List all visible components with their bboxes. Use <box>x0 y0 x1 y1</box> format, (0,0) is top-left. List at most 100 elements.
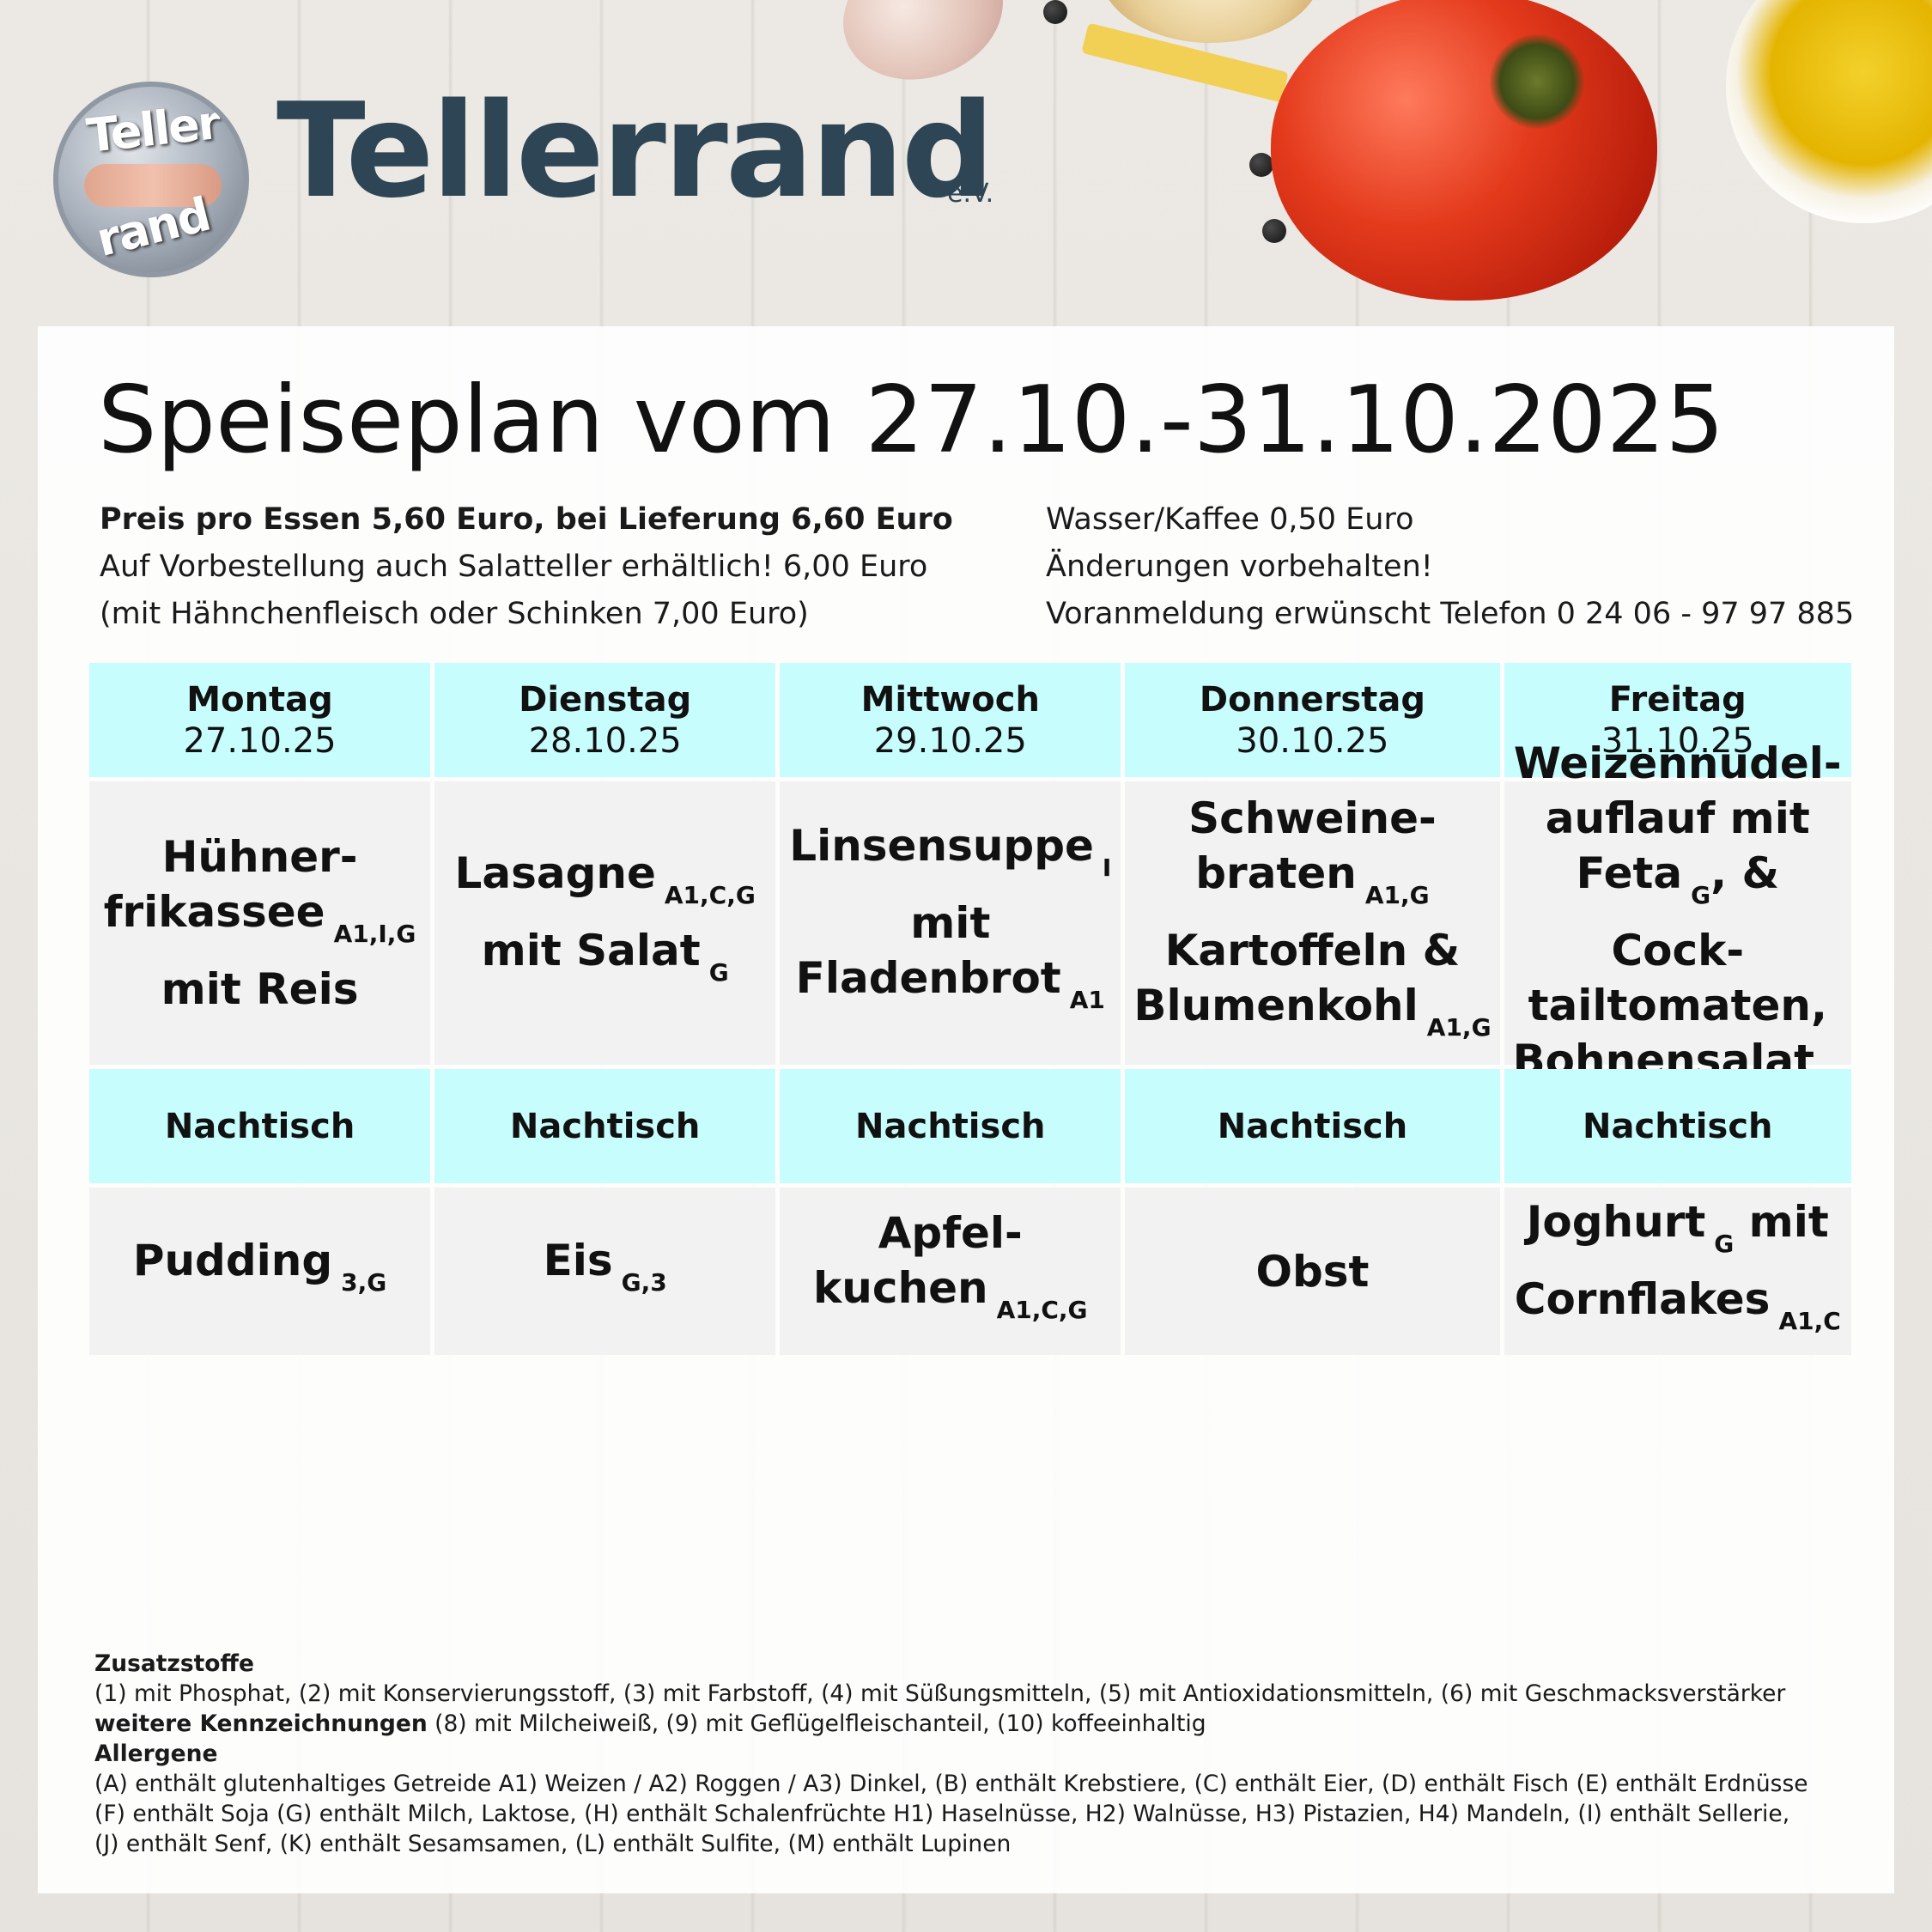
dish-line: Pudding 3,G <box>133 1233 386 1310</box>
dish-line: auflauf mit <box>1513 791 1843 846</box>
dish-line: mit <box>789 896 1111 951</box>
dish-name: Hühner- <box>161 832 358 882</box>
day-date: 31.10.25 <box>1601 720 1754 761</box>
allergen-code: A1,C,G <box>996 1295 1088 1324</box>
dish-name: auflauf mit <box>1545 793 1810 843</box>
logo-text-top: Teller <box>83 95 222 163</box>
dish-name: mit Reis <box>161 964 359 1014</box>
price-line: Preis pro Essen 5,60 Euro, bei Lieferung… <box>100 502 953 537</box>
menu-card: Speiseplan vom 27.10.-31.10.2025 Preis p… <box>38 326 1894 1893</box>
main-dish-cell: Hühner-frikassee A1,I,G mit Reis <box>89 781 431 1065</box>
salad-price-line: (mit Hähnchenfleisch oder Schinken 7,00 … <box>100 597 809 631</box>
dish-name: Blumenkohl <box>1133 981 1419 1030</box>
changes-note: Änderungen vorbehalten! <box>1046 550 1433 584</box>
dish-name: tailtomaten, <box>1528 981 1827 1030</box>
dish-name: mit Salat <box>481 926 701 975</box>
dish-line: mit Salat G <box>454 923 755 1000</box>
dish-line: kuchen A1,C,G <box>813 1261 1088 1338</box>
dessert-label: Nachtisch <box>1125 1069 1500 1183</box>
allergen-code: G,3 <box>621 1267 667 1297</box>
dish-line: Obst <box>1255 1244 1369 1299</box>
dish-line: Blumenkohl A1,G <box>1133 978 1491 1055</box>
day-date: 29.10.25 <box>873 720 1027 761</box>
dessert-cell: Joghurt G mit Cornflakes A1,C <box>1504 1188 1851 1355</box>
dish-line: Apfel- <box>813 1206 1088 1261</box>
dish-text: Lasagne A1,C,G mit Salat G <box>454 846 755 1000</box>
dish-line: frikassee A1,I,G <box>104 884 416 962</box>
dessert-cell: Apfel-kuchen A1,C,G <box>780 1188 1121 1355</box>
dish-text: Pudding 3,G <box>133 1233 386 1310</box>
dish-name: mit <box>910 898 991 948</box>
allergen-code: I <box>1102 854 1112 882</box>
additives-legend: Zusatzstoffe (1) mit Phosphat, (2) mit K… <box>94 1649 1863 1859</box>
allergen-code: G <box>1691 881 1711 909</box>
dessert-cell: Pudding 3,G <box>89 1188 431 1355</box>
day-name: Donnerstag <box>1199 679 1425 720</box>
oil-bowl-image <box>1726 0 1932 223</box>
dish-name: Feta <box>1576 848 1683 898</box>
allergens-line: (A) enthält glutenhaltiges Getreide A1) … <box>94 1771 1808 1797</box>
dessert-cell: Obst <box>1125 1188 1500 1355</box>
day-date: 30.10.25 <box>1236 720 1389 761</box>
allergen-code: 3,G <box>341 1267 387 1297</box>
salad-info-line: Auf Vorbestellung auch Salatteller erhäl… <box>100 550 928 584</box>
dish-line: Lasagne A1,C,G <box>454 846 755 923</box>
dish-name: Schweine- <box>1188 793 1437 843</box>
dish-line: Feta G, & Cock- <box>1513 846 1843 978</box>
dish-line: mit Reis <box>104 962 416 1017</box>
price-info: Preis pro Essen 5,60 Euro, bei Lieferung… <box>100 496 953 638</box>
allergen-code: A1,G <box>1426 1013 1492 1042</box>
day-header-mittwoch: Mittwoch 29.10.25 <box>780 663 1121 777</box>
dish-text: Schweine-braten A1,G Kartoffeln & Blumenkoh… <box>1133 791 1491 1055</box>
dish-name: Obst <box>1255 1246 1370 1297</box>
dish-line: Linsensuppe I <box>789 818 1111 896</box>
main-dish-cell: Weizennudel-auflauf mit Feta G, & Cock-tai… <box>1504 738 1851 1097</box>
dessert-label: Nachtisch <box>780 1069 1121 1183</box>
dish-line: Joghurt G mit <box>1515 1194 1841 1272</box>
allergen-code: G <box>1714 1229 1735 1258</box>
dish-name: Joghurt <box>1526 1196 1706 1247</box>
dish-name: frikassee <box>103 887 325 937</box>
dish-text: Hühner-frikassee A1,I,G mit Reis <box>104 829 416 1017</box>
day-header-freitag: Freitag 31.10.25 <box>1504 663 1851 777</box>
dish-line: Schweine- <box>1133 791 1491 846</box>
dish-line: braten A1,G <box>1133 846 1491 923</box>
main-dish-cell: Schweine-braten A1,G Kartoffeln & Blumenkoh… <box>1125 781 1500 1065</box>
day-header-dienstag: Dienstag 28.10.25 <box>434 663 776 777</box>
dish-name: Pudding <box>132 1235 333 1285</box>
dish-text: Obst <box>1255 1244 1369 1299</box>
dish-line: Weizennudel- <box>1513 736 1843 791</box>
allergens-line: (J) enthält Senf, (K) enthält Sesamsamen… <box>94 1831 1012 1857</box>
menu-table: Montag 27.10.25 Dienstag 28.10.25 Mittwoch 29… <box>89 663 1851 1355</box>
drink-price-line: Wasser/Kaffee 0,50 Euro <box>1046 502 1414 537</box>
markings-line: weitere Kennzeichnungen (8) mit Milcheiw… <box>94 1709 1863 1739</box>
dessert-label: Nachtisch <box>434 1069 776 1183</box>
markings-text: (8) mit Milcheiweiß, (9) mit Geflügelfle… <box>427 1710 1206 1737</box>
dish-name: Eis <box>543 1235 613 1285</box>
tomato-image <box>1271 0 1657 301</box>
peppercorn-image <box>1043 0 1067 24</box>
dish-text: Joghurt G mit Cornflakes A1,C <box>1515 1194 1841 1349</box>
dish-line: Kartoffeln & <box>1133 923 1491 978</box>
peppercorn-image <box>1262 219 1286 243</box>
dessert-label: Nachtisch <box>1504 1069 1851 1183</box>
day-name: Mittwoch <box>860 679 1040 720</box>
dish-text: Eis G,3 <box>544 1233 667 1310</box>
dish-name: Cornflakes <box>1514 1273 1771 1324</box>
allergen-code: A1,C <box>1778 1306 1841 1335</box>
dish-text: Weizennudel-auflauf mit Feta G, & Cock-tai… <box>1513 736 1843 1110</box>
day-header-montag: Montag 27.10.25 <box>89 663 431 777</box>
allergens-line: (F) enthält Soja (G) enthält Milch, Lakt… <box>94 1801 1790 1827</box>
dish-name: Kartoffeln & <box>1164 926 1461 975</box>
allergen-code: G <box>708 958 729 987</box>
additives-text: (1) mit Phosphat, (2) mit Konservierungs… <box>94 1680 1786 1707</box>
day-date: 28.10.25 <box>528 720 682 761</box>
dish-name: Fladenbrot <box>795 953 1061 1003</box>
hands-icon <box>84 164 222 207</box>
dessert-cell: Eis G,3 <box>434 1188 776 1355</box>
dish-line: tailtomaten, <box>1513 978 1843 1033</box>
day-name: Montag <box>186 679 333 720</box>
dish-name: kuchen <box>812 1262 988 1313</box>
